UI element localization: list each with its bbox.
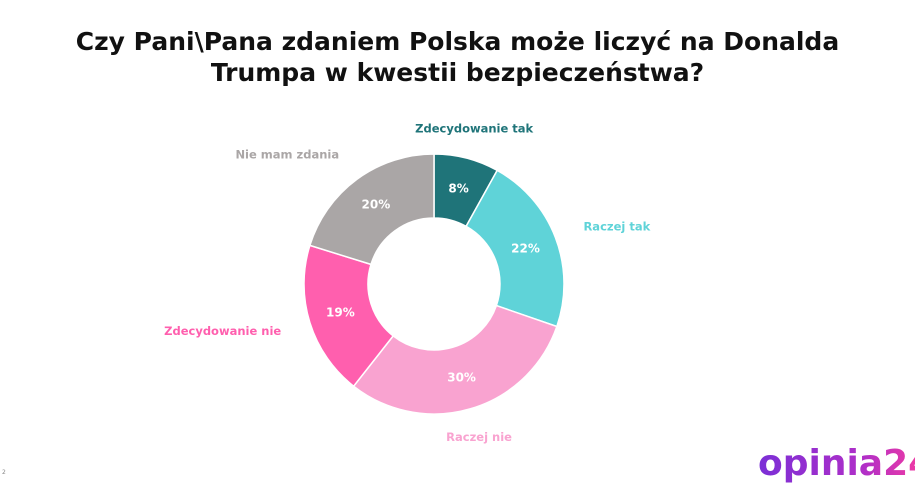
value-label: 19% [326, 306, 355, 320]
category-label: Raczej nie [446, 430, 512, 444]
category-label: Zdecydowanie nie [164, 324, 281, 338]
value-label: 22% [511, 242, 540, 256]
page-number: 2 [2, 469, 6, 476]
category-label: Zdecydowanie tak [415, 122, 533, 136]
value-label: 30% [447, 371, 476, 385]
slice [303, 244, 395, 388]
slice [308, 153, 435, 266]
logo: opinia24 [758, 443, 915, 484]
chart-title: Czy Pani\Pana zdaniem Polska może liczyć… [75, 27, 840, 87]
category-label: Nie mam zdania [235, 148, 339, 162]
slice [352, 304, 558, 415]
value-label: 8% [448, 182, 468, 196]
category-label: Raczej tak [583, 219, 650, 233]
slice [465, 169, 565, 328]
value-label: 20% [362, 198, 391, 212]
